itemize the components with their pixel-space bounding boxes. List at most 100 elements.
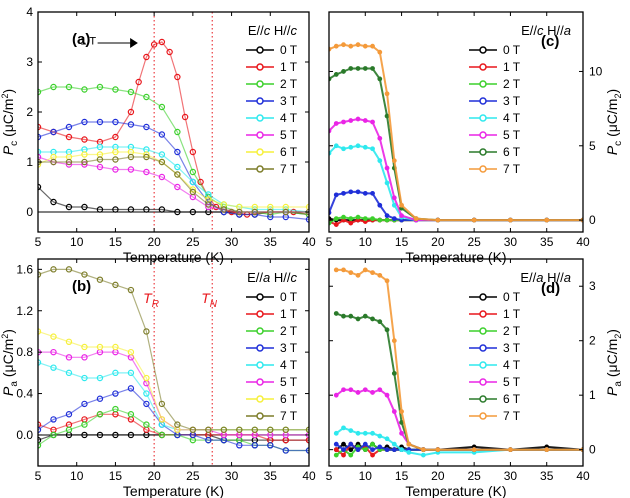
data-point [96,411,104,418]
data-point [341,425,346,431]
data-point [81,374,88,382]
x-tick-label: 5 [326,469,333,483]
legend-swatch-marker [256,148,264,156]
data-point [174,128,181,136]
y-tick-label: 0 [26,205,33,219]
legend-label: 3 T [503,94,521,108]
data-point [143,390,150,397]
panel-letter: (a) [72,31,90,48]
data-point [150,41,158,48]
legend-swatch-marker [479,344,487,352]
data-point [50,348,57,356]
data-point [384,113,390,119]
legend-swatch-marker [256,165,264,173]
data-point [65,369,73,377]
legend-label: 4 T [503,111,521,125]
data-point [508,447,513,453]
data-point [435,447,441,453]
data-point [391,447,397,453]
data-point [377,49,383,55]
data-point [50,266,57,273]
data-point [189,426,197,433]
panel-condition-title: E//c H//c [248,23,298,38]
data-point [143,168,150,176]
data-point [81,354,88,361]
data-point [127,286,135,294]
data-point [174,183,181,191]
annotation-label: 1 T [80,36,96,48]
y-tick-label: 1.2 [16,304,33,318]
data-point [158,416,166,423]
data-point [384,447,390,453]
data-point [384,327,390,333]
y-tick-label: 1 [589,388,596,402]
data-point [362,66,368,71]
y-tick-label: 5 [589,139,596,153]
data-point [377,444,383,450]
y-tick-label: 0.0 [16,428,33,442]
data-point [370,190,375,196]
data-point [96,374,104,382]
data-point [189,208,197,216]
data-point [96,163,104,171]
data-point [370,146,375,152]
x-tick-label: 40 [576,469,590,483]
x-tick-label: 15 [395,469,409,483]
y-tick-label: 0 [589,443,596,457]
x-tick-label: 10 [359,235,373,249]
data-point [348,313,354,319]
data-point [384,278,390,284]
data-point [333,430,339,436]
data-point [65,411,73,418]
panel-letter: (c) [541,33,559,50]
data-point [96,156,104,163]
data-point [384,213,390,219]
data-point [158,431,166,439]
series-line [38,146,309,213]
x-tick-label: 25 [186,235,200,249]
data-point [399,409,404,414]
data-point [50,431,57,439]
series-4T [333,425,583,458]
data-point [174,421,181,428]
data-point [65,158,73,166]
data-point [127,121,135,128]
x-tick-label: 35 [540,235,554,249]
series-5T [329,116,583,223]
data-point [333,72,339,77]
data-point [370,216,375,222]
data-point [341,190,346,196]
panel-letter: (b) [72,278,91,295]
data-point [384,217,390,223]
data-point [348,220,354,226]
data-point [348,428,354,433]
data-point [355,189,361,195]
data-point [362,313,368,319]
data-point [282,447,289,454]
data-point [370,452,375,458]
series-4T [329,143,583,223]
data-point [377,202,383,208]
y-tick-label: 10 [589,64,603,78]
y-tick-label: 3 [26,55,33,69]
panel-c: 5 10 15 20 25 30 35 40 0 5 10 Temperature (K) Pc (μC… [326,11,624,265]
series-line [38,41,309,216]
legend-label: 1 T [280,307,298,321]
data-point [81,118,88,126]
data-point [81,151,88,158]
legend-swatch-marker [256,293,264,301]
data-point [50,364,57,371]
data-point [81,400,88,408]
x-tick-label: 10 [70,235,84,249]
data-point [181,113,189,121]
data-point [391,195,397,201]
legend-label: 5 T [503,128,521,142]
plot-frame [37,11,310,233]
data-point [158,103,166,111]
data-point [333,216,339,222]
data-point [341,119,346,125]
data-point [127,166,135,173]
data-point [143,206,150,213]
y-tick-label: 3 [589,279,596,293]
data-point [112,343,119,351]
